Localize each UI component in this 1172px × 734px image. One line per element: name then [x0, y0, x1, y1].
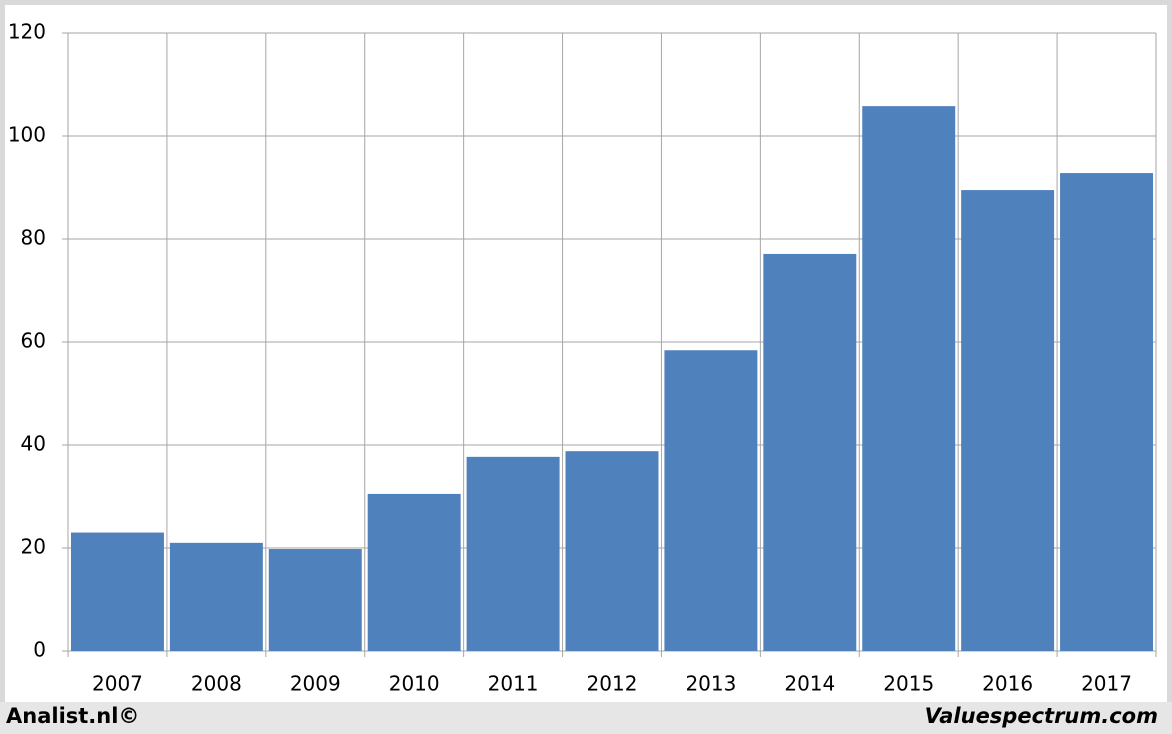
y-tick-label: 40: [21, 432, 46, 456]
credit-label: Valuespectrum.com: [925, 704, 1158, 728]
x-tick-label: 2010: [389, 672, 440, 696]
bar: [763, 253, 857, 651]
x-tick-label: 2017: [1081, 672, 1132, 696]
x-tick-label: 2011: [488, 672, 539, 696]
x-tick-label: 2014: [784, 672, 835, 696]
bar: [961, 190, 1055, 651]
x-tick-label: 2015: [883, 672, 934, 696]
y-tick-label: 120: [8, 20, 46, 44]
bar: [70, 532, 164, 651]
x-tick-label: 2013: [685, 672, 736, 696]
y-tick-label: 60: [21, 329, 46, 353]
bar: [565, 451, 659, 651]
x-tick-label: 2008: [191, 672, 242, 696]
x-tick-label: 2009: [290, 672, 341, 696]
x-tick-label: 2016: [982, 672, 1033, 696]
bar: [169, 542, 263, 651]
source-label: Analist.nl©: [6, 704, 139, 728]
bar: [466, 456, 560, 651]
y-tick-label: 20: [21, 535, 46, 559]
bar: [367, 493, 461, 651]
x-tick-label: 2007: [92, 672, 143, 696]
bar: [1060, 173, 1154, 651]
bar: [862, 106, 956, 651]
footer-band: [0, 702, 1172, 734]
y-tick-label: 80: [21, 226, 46, 250]
bar: [664, 350, 758, 651]
x-tick-label: 2012: [587, 672, 638, 696]
bar: [268, 549, 362, 651]
y-tick-label: 0: [33, 638, 46, 662]
y-tick-label: 100: [8, 123, 46, 147]
